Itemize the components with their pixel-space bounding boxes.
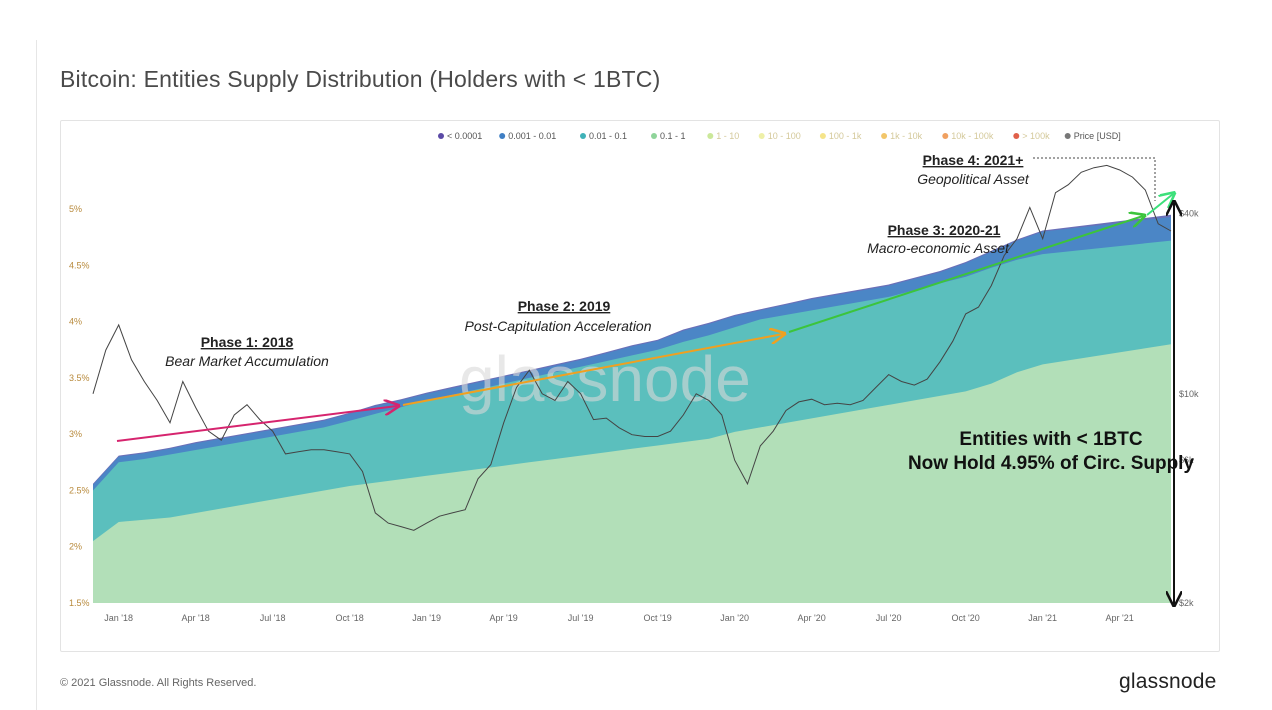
legend-dot-0 bbox=[438, 133, 444, 139]
footer-logo: glassnode bbox=[1119, 670, 1217, 693]
y2-tick-label-0: $2k bbox=[1179, 598, 1194, 608]
phase1-subtitle: Bear Market Accumulation bbox=[165, 353, 329, 369]
x-tick-label-5: Apr '19 bbox=[490, 613, 518, 623]
y-tick-label-6: 4.5% bbox=[69, 260, 90, 270]
legend-label-10: Price [USD] bbox=[1074, 131, 1121, 141]
phase3-title: Phase 3: 2020-21 bbox=[888, 222, 1001, 238]
phase4-arrow bbox=[1146, 194, 1173, 216]
legend-label-1: 0.001 - 0.01 bbox=[508, 131, 556, 141]
x-tick-label-4: Jan '19 bbox=[412, 613, 441, 623]
phase4-leader-line bbox=[1033, 157, 1156, 201]
x-axis: Jan '18 Apr '18 Jul '18 Oct '18 Jan '19 Apr '… bbox=[104, 613, 1134, 623]
x-tick-label-2: Jul '18 bbox=[260, 613, 286, 623]
phase4-title: Phase 4: 2021+ bbox=[923, 152, 1024, 168]
legend-label-3: 0.1 - 1 bbox=[660, 131, 686, 141]
legend-dot-10 bbox=[1064, 133, 1071, 139]
y-tick-label-0: 1.5% bbox=[69, 598, 90, 608]
x-tick-label-11: Oct '20 bbox=[952, 613, 980, 623]
phase1-arrow bbox=[116, 406, 397, 442]
page-left-rule bbox=[36, 40, 37, 710]
legend-dot-3 bbox=[651, 133, 657, 139]
y2-tick-label-1: $6k bbox=[1179, 455, 1194, 465]
x-tick-label-9: Apr '20 bbox=[798, 613, 826, 623]
chart-frame: < 0.0001 0.001 - 0.01 0.01 - 0.1 0.1 - 1 1 -… bbox=[60, 120, 1220, 652]
area-series-3 bbox=[93, 344, 1171, 603]
chart-areas bbox=[93, 214, 1171, 604]
y-axis-left: 1.5% 2% 2.5% 3% 3.5% 4% 4.5% 5% bbox=[69, 204, 90, 608]
x-tick-label-8: Jan '20 bbox=[720, 613, 749, 623]
chart-annotations: Phase 1: 2018 Bear Market Accumulation P… bbox=[116, 152, 1195, 604]
legend-dot-7 bbox=[881, 133, 888, 139]
y-tick-label-3: 3% bbox=[69, 429, 82, 439]
y-axis-right: $2k $6k $10k $40k bbox=[1179, 209, 1199, 608]
legend-dot-5 bbox=[758, 133, 765, 139]
note-line-1: Entities with < 1BTC bbox=[959, 429, 1142, 450]
legend-dot-2 bbox=[580, 133, 586, 139]
x-tick-label-7: Oct '19 bbox=[644, 613, 672, 623]
note-line-2: Now Hold 4.95% of Circ. Supply bbox=[908, 453, 1195, 474]
y2-tick-label-2: $10k bbox=[1179, 389, 1199, 399]
legend-label-9: > 100k bbox=[1022, 131, 1050, 141]
footer-copyright: © 2021 Glassnode. All Rights Reserved. bbox=[60, 677, 257, 689]
phase3-subtitle: Macro-economic Asset bbox=[867, 240, 1010, 256]
price-line bbox=[92, 164, 1172, 531]
x-tick-label-10: Jul '20 bbox=[876, 613, 902, 623]
phase2-subtitle: Post-Capitulation Acceleration bbox=[464, 318, 651, 334]
phase4-subtitle: Geopolitical Asset bbox=[917, 171, 1030, 187]
x-tick-label-0: Jan '18 bbox=[104, 613, 133, 623]
legend-label-7: 1k - 10k bbox=[890, 131, 923, 141]
y-tick-label-5: 4% bbox=[69, 317, 82, 327]
x-tick-label-6: Jul '19 bbox=[568, 613, 594, 623]
x-tick-label-12: Jan '21 bbox=[1028, 613, 1057, 623]
legend-dot-4 bbox=[707, 133, 714, 139]
y-tick-label-7: 5% bbox=[69, 204, 82, 214]
legend-dot-6 bbox=[819, 133, 826, 139]
x-tick-label-3: Oct '18 bbox=[336, 613, 364, 623]
y2-tick-label-3: $40k bbox=[1179, 209, 1199, 219]
legend-label-2: 0.01 - 0.1 bbox=[589, 131, 627, 141]
legend-label-6: 100 - 1k bbox=[829, 131, 862, 141]
x-tick-label-13: Apr '21 bbox=[1106, 613, 1134, 623]
legend-label-8: 10k - 100k bbox=[951, 131, 994, 141]
phase2-arrow bbox=[402, 334, 783, 406]
y-tick-label-1: 2% bbox=[69, 542, 82, 552]
y-tick-label-4: 3.5% bbox=[69, 373, 90, 383]
chart-svg: < 0.0001 0.001 - 0.01 0.01 - 0.1 0.1 - 1 1 -… bbox=[69, 131, 1199, 623]
legend-label-5: 10 - 100 bbox=[768, 131, 801, 141]
phase1-title: Phase 1: 2018 bbox=[201, 334, 294, 350]
chart-legend: < 0.0001 0.001 - 0.01 0.01 - 0.1 0.1 - 1 1 -… bbox=[438, 131, 1121, 141]
price-line-group bbox=[92, 164, 1172, 531]
x-tick-label-1: Apr '18 bbox=[182, 613, 210, 623]
phase2-title: Phase 2: 2019 bbox=[518, 298, 611, 314]
chart-watermark: glassnode bbox=[459, 343, 751, 415]
legend-label-4: 1 - 10 bbox=[716, 131, 739, 141]
legend-dot-8 bbox=[942, 133, 949, 139]
page-title: Bitcoin: Entities Supply Distribution (H… bbox=[60, 66, 661, 92]
y-tick-label-2: 2.5% bbox=[69, 485, 90, 495]
legend-label-0: < 0.0001 bbox=[447, 131, 482, 141]
legend-dot-1 bbox=[499, 133, 506, 139]
phase3-arrow bbox=[788, 216, 1143, 333]
legend-dot-9 bbox=[1013, 133, 1020, 139]
